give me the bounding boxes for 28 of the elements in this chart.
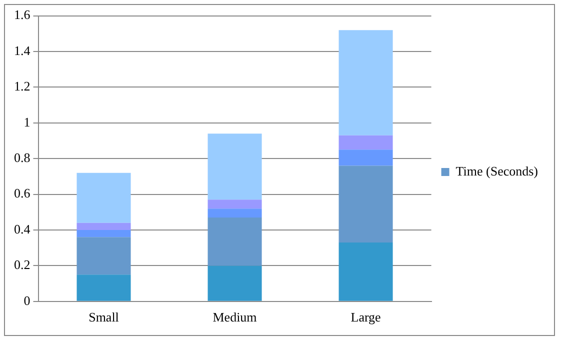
bar	[76, 172, 131, 223]
legend-label: Time (Seconds)	[456, 163, 538, 178]
x-tick-label: Small	[88, 310, 120, 325]
y-tick-label: 0	[24, 292, 30, 308]
x-tick-label: Medium	[212, 310, 257, 325]
bar	[208, 208, 262, 218]
y-tick-label: 1.6	[14, 7, 31, 22]
bar	[338, 150, 393, 166]
bar	[338, 30, 393, 136]
y-tick-label: 1.4	[14, 42, 31, 58]
y-tick-label: 0.4	[14, 221, 31, 236]
bar	[208, 218, 262, 266]
bar	[208, 200, 262, 209]
y-tick-label: 0.2	[14, 257, 30, 272]
y-tick-label: 0.6	[14, 186, 31, 201]
bar	[338, 135, 393, 150]
bar	[76, 230, 131, 238]
bar	[76, 237, 131, 275]
bar	[76, 222, 131, 230]
bar	[208, 266, 262, 301]
y-tick-label: 1.2	[14, 78, 30, 94]
bar	[208, 134, 262, 200]
bar	[338, 166, 393, 242]
y-tick-label: 0.8	[14, 150, 30, 166]
bar	[76, 274, 131, 301]
y-tick-label: 1	[24, 114, 30, 130]
x-tick-label: Large	[350, 310, 382, 325]
bar	[338, 242, 393, 301]
